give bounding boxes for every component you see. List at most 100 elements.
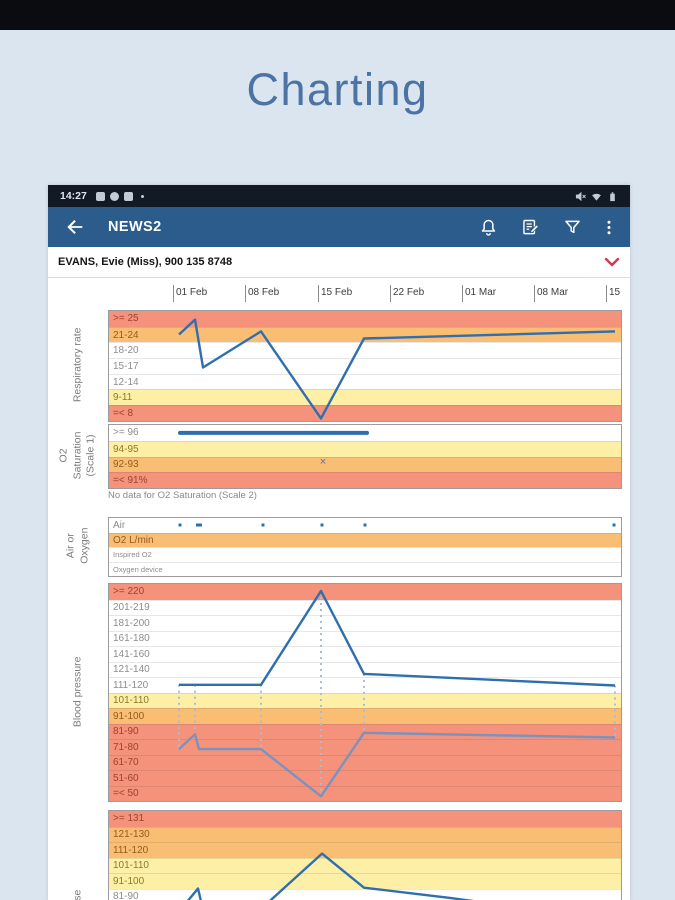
- appbar-title: NEWS2: [108, 219, 162, 235]
- band-label: Oxygen device: [113, 564, 163, 574]
- band-row: 94-95: [109, 440, 621, 457]
- band-label: =< 91%: [113, 475, 148, 487]
- band-label: >= 25: [113, 313, 139, 325]
- band-label: 121-140: [113, 664, 150, 676]
- date-tick-label: 22 Feb: [393, 287, 425, 298]
- edit-note-icon[interactable]: [520, 217, 541, 238]
- band-row: =< 50: [109, 785, 621, 801]
- band-row: 15-17: [109, 358, 621, 374]
- date-tick-label: 01 Feb: [176, 287, 208, 298]
- date-tick: [606, 285, 607, 302]
- patient-banner[interactable]: EVANS, Evie (Miss), 900 135 8748: [48, 247, 630, 278]
- app-window: 14:27 NEWS2 EVANS, Evie (Miss), 900 135: [48, 185, 630, 900]
- band-row: >= 131: [109, 811, 621, 827]
- band-label: 21-24: [113, 329, 139, 341]
- systolic-line: [179, 589, 616, 687]
- blood-pressure-axis-label-text: Blood pressure: [71, 656, 84, 727]
- band-label: 141-160: [113, 648, 150, 660]
- pulse-chart[interactable]: >= 131 121-130 111-120 101-110 91-100 81-90: [108, 810, 622, 900]
- volume-mute-icon: [575, 191, 586, 201]
- band-label: 18-20: [113, 345, 139, 357]
- respiratory-rate-chart[interactable]: >= 25 21-24 18-20 15-17 12-14 9-11 =< 8: [108, 310, 622, 422]
- blood-pressure-chart[interactable]: >= 220 201-219 181-200 161-180 141-160 121-14…: [108, 583, 622, 802]
- observation-dot: [320, 523, 324, 527]
- band-label: 81-90: [113, 891, 139, 900]
- observation-dot: [612, 523, 616, 527]
- band-row: >= 220: [109, 584, 621, 600]
- date-tick: [462, 285, 463, 302]
- band-label: 161-180: [113, 633, 150, 645]
- blood-pressure-series: [178, 589, 616, 798]
- band-label: 111-120: [113, 844, 149, 856]
- band-label: 121-130: [113, 829, 150, 841]
- band-row: 61-70: [109, 754, 621, 770]
- band-row: 141-160: [109, 646, 621, 662]
- date-tick-label: 15 Mar: [609, 287, 620, 298]
- back-icon[interactable]: [64, 216, 86, 238]
- dot-icon: [140, 194, 144, 198]
- band-label: O2 L/min: [113, 534, 154, 546]
- date-tick-label: 08 Mar: [537, 287, 569, 298]
- band-row: Oxygen device: [109, 561, 621, 576]
- band-row: 12-14: [109, 373, 621, 390]
- date-tick: [173, 285, 174, 302]
- band-row: 111-120: [109, 842, 621, 858]
- o2-saturation-scale-1-chart[interactable]: >= 96 94-95 92-93 =< 91% ×: [108, 424, 622, 489]
- air-or-oxygen-axis-label-text: Air or Oxygen: [64, 527, 90, 565]
- band-row: 51-60: [109, 770, 621, 786]
- air-or-oxygen-axis-label: Air or Oxygen: [50, 517, 106, 575]
- band-label: >= 220: [113, 586, 145, 598]
- band-row: 121-140: [109, 661, 621, 677]
- o2-saturation-scale-1-axis-label: O2 Saturation (Scale 1): [50, 424, 106, 487]
- band-row: Inspired O2: [109, 547, 621, 562]
- notifications-icon[interactable]: [478, 217, 499, 238]
- air-or-oxygen-series: [178, 523, 616, 527]
- pulse-series: [186, 852, 475, 900]
- band-label: 101-110: [113, 860, 149, 872]
- date-axis: 01 Feb 08 Feb 15 Feb 22 Feb 01 Mar 08 Mar 15 M…: [108, 282, 620, 306]
- chevron-down-icon[interactable]: [604, 257, 620, 267]
- app-bar: NEWS2: [48, 207, 630, 247]
- page-title: Charting: [246, 64, 429, 115]
- overflow-menu-icon[interactable]: [604, 217, 614, 238]
- pulse-line: [186, 852, 475, 900]
- date-tick: [245, 285, 246, 302]
- charts-area: No data for O2 Saturation (Scale 2) 01 F…: [48, 185, 630, 900]
- band-label: 15-17: [113, 360, 139, 372]
- battery-icon: [610, 191, 615, 201]
- band-label: 92-93: [113, 459, 139, 471]
- pulse-axis-label: Pulse: [50, 810, 106, 900]
- band-row: 91-100: [109, 873, 621, 889]
- air-or-oxygen-chart[interactable]: Air O2 L/min Inspired O2 Oxygen device: [108, 517, 622, 577]
- clock: 14:27: [60, 190, 87, 202]
- band-label: 111-120: [113, 679, 149, 691]
- band-label: 9-11: [113, 392, 133, 404]
- band-row: 71-80: [109, 739, 621, 755]
- diastolic-line: [178, 731, 616, 798]
- band-label: 181-200: [113, 617, 150, 629]
- band-label: 61-70: [113, 757, 139, 769]
- observation-dot: [261, 523, 265, 527]
- pulse-axis-label-text: Pulse: [71, 890, 85, 900]
- respiratory-rate-series: [178, 318, 616, 420]
- filter-icon[interactable]: [562, 217, 583, 238]
- circle-app-icon: [109, 191, 119, 201]
- band-label: 201-219: [113, 602, 150, 614]
- band-row: 9-11: [109, 389, 621, 406]
- respiratory-rate-axis-label-text: Respiratory rate: [71, 327, 84, 403]
- date-tick: [390, 285, 391, 302]
- band-label: >= 131: [113, 813, 145, 825]
- observation-dot: [196, 523, 202, 527]
- band-row: 121-130: [109, 826, 621, 842]
- blood-pressure-axis-label: Blood pressure: [50, 583, 106, 800]
- no-data-message: No data for O2 Saturation (Scale 2): [108, 490, 257, 501]
- band-row: >= 25: [109, 311, 621, 327]
- photo-icon: [95, 191, 105, 201]
- band-row: =< 8: [109, 405, 621, 421]
- observation-dot: [363, 523, 367, 527]
- band-label: 101-110: [113, 695, 149, 707]
- band-label: 91-100: [113, 710, 145, 722]
- o2-saturation-scale-1-series: ×: [178, 430, 369, 468]
- band-label: =< 50: [113, 788, 139, 800]
